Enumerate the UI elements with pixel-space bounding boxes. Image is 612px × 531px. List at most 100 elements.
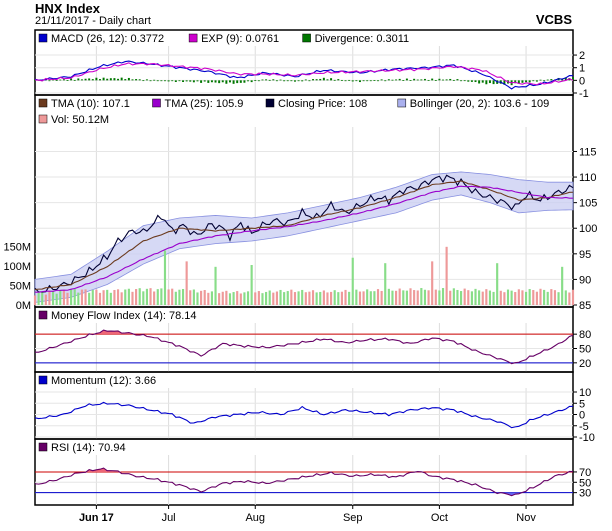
- y-tick-label: 115: [579, 146, 597, 158]
- y-tick-label: 10: [579, 387, 591, 399]
- volume-bar: [225, 290, 228, 305]
- divergence-bar: [398, 78, 401, 81]
- volume-bar: [344, 289, 347, 305]
- volume-bar: [149, 288, 152, 305]
- volume-bar: [326, 292, 329, 305]
- divergence-bar: [478, 80, 481, 84]
- legend-label: RSI (14): 70.94: [51, 442, 126, 454]
- divergence-bar: [366, 80, 369, 82]
- volume-bar: [95, 289, 98, 305]
- volume-bar: [221, 291, 224, 305]
- divergence-bar: [113, 78, 116, 81]
- legend-swatch: [38, 114, 48, 124]
- volume-bar: [416, 290, 419, 305]
- volume-bar: [481, 291, 484, 305]
- volume-bar: [431, 261, 434, 305]
- volume-bar: [232, 292, 235, 305]
- volume-bar: [420, 288, 423, 305]
- volume-bar: [163, 250, 167, 305]
- y-tick-label: -10: [579, 432, 595, 444]
- volume-bar: [48, 291, 51, 305]
- volume-bar: [459, 291, 463, 305]
- volume-bar: [402, 290, 405, 305]
- legend-swatch: [302, 33, 311, 43]
- divergence-bar: [340, 79, 343, 81]
- divergence-bar: [34, 80, 36, 82]
- legend-label: EXP (9): 0.0761: [201, 33, 279, 45]
- divergence-bar: [66, 80, 69, 81]
- divergence-bar: [95, 77, 98, 81]
- divergence-bar: [420, 79, 423, 81]
- volume-bar: [467, 290, 470, 305]
- volume-bar: [337, 292, 340, 305]
- divergence-bar: [149, 80, 152, 82]
- divergence-bar: [257, 80, 260, 82]
- divergence-bar: [297, 80, 300, 82]
- divergence-bar: [145, 79, 148, 81]
- divergence-bar: [391, 79, 394, 81]
- volume-bar: [503, 292, 506, 305]
- divergence-bar: [373, 80, 376, 81]
- x-tick-label: Jul: [162, 512, 176, 524]
- divergence-bar: [117, 78, 120, 81]
- divergence-bar: [156, 80, 159, 82]
- volume-bar: [438, 290, 441, 305]
- divergence-bar: [138, 79, 141, 81]
- volume-bar: [261, 293, 264, 305]
- volume-bar: [369, 291, 372, 305]
- volume-tick-label: 150M: [3, 241, 31, 253]
- volume-bar: [319, 291, 322, 305]
- divergence-bar: [337, 79, 340, 81]
- y-tick-label: -1: [579, 88, 589, 100]
- divergence-bar: [232, 80, 235, 84]
- divergence-bar: [546, 79, 549, 81]
- divergence-bar: [456, 79, 459, 81]
- divergence-bar: [265, 79, 268, 81]
- volume-bar: [70, 289, 73, 305]
- divergence-bar: [102, 77, 105, 81]
- divergence-bar: [427, 79, 430, 81]
- divergence-bar: [521, 80, 524, 83]
- volume-bar: [405, 290, 408, 305]
- divergence-bar: [290, 80, 293, 82]
- volume-bar: [488, 290, 492, 305]
- divergence-bar: [380, 79, 383, 81]
- divergence-bar: [178, 80, 181, 82]
- divergence-bar: [564, 77, 567, 81]
- divergence-bar: [91, 79, 94, 81]
- volume-bar: [456, 289, 459, 305]
- volume-bar: [391, 290, 394, 305]
- volume-bar: [51, 290, 55, 305]
- volume-bar: [33, 295, 37, 305]
- divergence-bar: [384, 80, 387, 82]
- legend-swatch: [152, 98, 161, 108]
- volume-tick-label: 50M: [10, 280, 31, 292]
- volume-bar: [214, 266, 217, 305]
- volume-bar: [322, 290, 325, 305]
- divergence-bar: [488, 80, 491, 84]
- series-line-rsi: [34, 467, 574, 497]
- volume-bar: [189, 290, 192, 305]
- divergence-bar: [109, 78, 112, 81]
- volume-bar: [160, 288, 163, 305]
- divergence-bar: [293, 80, 296, 82]
- volume-bar: [304, 292, 307, 305]
- divergence-bar: [55, 80, 58, 81]
- chart-subtitle: 21/11/2017 - Daily chart: [35, 15, 151, 27]
- volume-bar: [218, 293, 221, 305]
- series-line-closing-price: [34, 174, 574, 293]
- divergence-bar: [492, 80, 495, 85]
- divergence-bar: [120, 77, 123, 81]
- divergence-bar: [261, 79, 264, 81]
- volume-bar: [355, 289, 358, 305]
- divergence-bar: [315, 79, 318, 81]
- volume-bar: [290, 289, 293, 305]
- volume-bar: [113, 289, 116, 305]
- x-tick-label: Nov: [516, 512, 536, 524]
- divergence-bar: [550, 79, 553, 81]
- divergence-bar: [182, 80, 185, 83]
- divergence-bar: [221, 80, 224, 83]
- volume-bar: [293, 292, 297, 305]
- bollinger-band: [34, 171, 574, 303]
- divergence-bar: [200, 80, 203, 83]
